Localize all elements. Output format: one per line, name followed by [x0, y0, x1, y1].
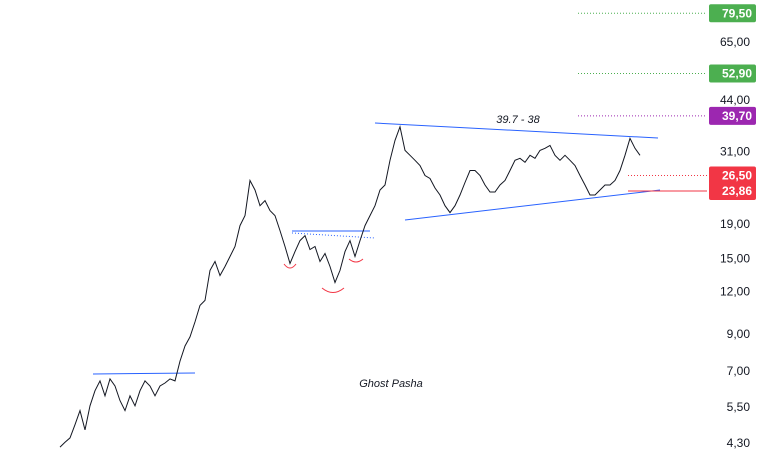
- price-level-box: [709, 64, 756, 83]
- annotation: 39.7 - 38: [496, 114, 540, 126]
- y-tick-label: 65,00: [720, 35, 750, 49]
- trend-line: [374, 122, 659, 139]
- price-level-box: [709, 106, 756, 125]
- arc: [321, 287, 345, 293]
- y-tick-label: 9,00: [727, 327, 751, 341]
- price-level-label: 39,70: [722, 109, 752, 123]
- watermark: Ghost Pasha: [359, 378, 423, 390]
- y-tick-label: 12,00: [720, 285, 750, 299]
- trend-line: [92, 372, 196, 375]
- arc: [283, 263, 297, 269]
- y-tick-label: 44,00: [720, 93, 750, 107]
- arc: [348, 258, 364, 263]
- price-level-box: [709, 181, 756, 200]
- price-level-box: [709, 4, 756, 23]
- price-level-box: [709, 166, 756, 185]
- price-level-label: 52,90: [722, 67, 752, 81]
- y-tick-label: 5,50: [727, 400, 751, 414]
- y-tick-label: 15,00: [720, 252, 750, 266]
- y-tick-label: 7,00: [727, 364, 751, 378]
- trend-line: [404, 189, 661, 221]
- price-level-label: 26,50: [722, 169, 752, 183]
- y-tick-label: 31,00: [720, 145, 750, 159]
- price-level-label: 23,86: [722, 184, 752, 198]
- y-tick-label: 19,00: [720, 217, 750, 231]
- price-line: [59, 124, 641, 448]
- y-tick-label: 4,30: [727, 436, 751, 450]
- price-level-label: 79,50: [722, 6, 752, 20]
